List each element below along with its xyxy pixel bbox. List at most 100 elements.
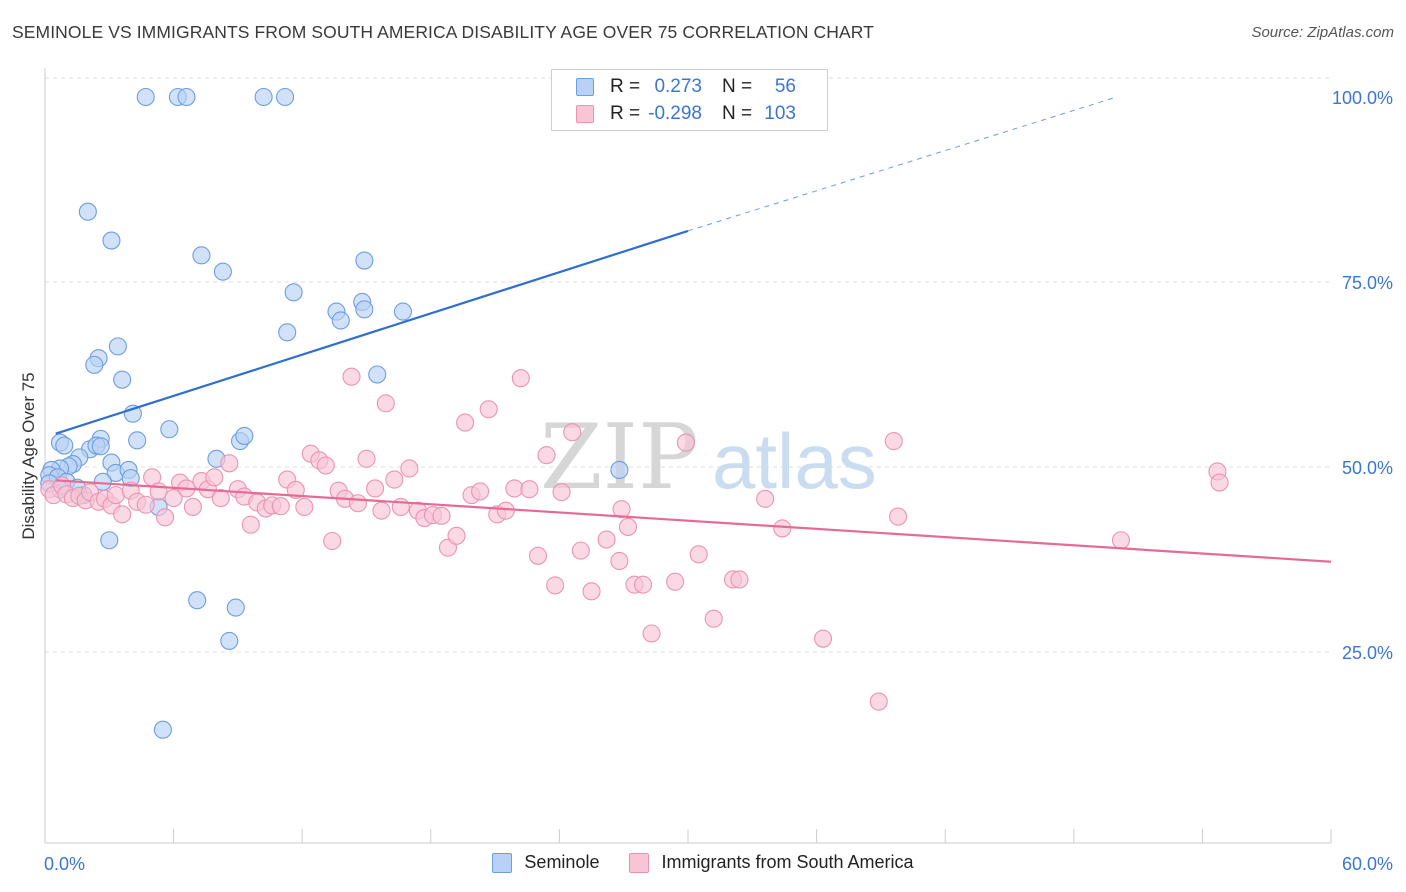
seminole-point	[284, 283, 303, 302]
immigrant-point	[756, 489, 775, 508]
immigrant-point	[241, 515, 260, 534]
immigrant-point	[342, 367, 361, 386]
seminole-trend-line	[55, 229, 689, 435]
legend-row-seminole: R = 0.273 N = 56	[576, 75, 796, 99]
n-value: 56	[774, 76, 796, 97]
seminole-point	[278, 323, 297, 342]
immigrant-point	[447, 526, 466, 545]
seminole-point	[113, 370, 132, 389]
legend-swatch-seminole	[492, 852, 513, 873]
data-points	[40, 87, 1229, 739]
y-axis-title: Disability Age Over 75	[19, 372, 38, 539]
immigrant-point	[612, 500, 631, 519]
seminole-point	[355, 251, 374, 270]
n-value: 103	[764, 103, 796, 124]
seminole-point	[254, 87, 273, 107]
legend-item-seminole: Seminole	[492, 852, 599, 873]
immigrant-point	[563, 423, 582, 442]
y-tick-label: 25.0%	[1342, 643, 1393, 663]
immigrant-point	[106, 486, 125, 505]
seminole-point	[213, 262, 232, 281]
immigrant-point	[385, 470, 404, 489]
seminole-point	[276, 87, 295, 107]
immigrant-point	[164, 489, 183, 508]
immigrant-point	[689, 545, 708, 564]
immigrant-point	[528, 546, 548, 565]
immigrant-point	[730, 570, 749, 589]
seminole-point	[102, 231, 121, 250]
r-value: 0.273	[654, 76, 702, 97]
source-label: Source: ZipAtlas.com	[1251, 24, 1394, 41]
immigrant-point	[316, 456, 335, 475]
seminole-point	[220, 631, 239, 650]
immigrant-point	[869, 692, 888, 711]
immigrant-point	[537, 446, 556, 465]
r-label: R =	[610, 103, 641, 124]
legend-item-immigrants: Immigrants from South America	[629, 852, 914, 873]
immigrant-point	[323, 531, 342, 551]
seminole-point	[128, 431, 147, 450]
immigrant-point	[666, 572, 685, 591]
immigrant-point	[286, 480, 305, 499]
seminole-point	[160, 420, 179, 439]
immigrant-point	[183, 497, 202, 517]
seminole-point	[177, 87, 196, 107]
y-tick-label: 100.0%	[1332, 88, 1393, 108]
immigrant-point	[633, 575, 653, 594]
r-label: R =	[610, 76, 641, 97]
legend-swatch-immigrants	[629, 852, 650, 873]
seminole-point	[188, 591, 207, 610]
seminole-point	[153, 720, 172, 739]
immigrant-point	[571, 541, 590, 560]
series-legend: Seminole Immigrants from South America	[0, 852, 1406, 873]
immigrant-point	[1111, 531, 1131, 550]
legend-swatch-immigrants	[576, 105, 594, 123]
immigrant-point	[211, 489, 230, 508]
immigrant-point	[888, 507, 908, 526]
immigrant-point	[113, 505, 132, 524]
immigrant-point	[520, 480, 539, 499]
immigrant-point	[136, 495, 155, 514]
y-tick-label: 50.0%	[1342, 458, 1393, 478]
immigrant-point	[456, 413, 475, 432]
immigrant-point	[271, 497, 290, 516]
legend-label-immigrants: Immigrants from South America	[661, 852, 914, 872]
seminole-point	[235, 426, 254, 445]
immigrant-point	[884, 432, 903, 451]
seminole-point	[78, 202, 97, 221]
immigrant-point	[813, 629, 833, 648]
immigrant-point	[582, 582, 601, 601]
seminole-trend-extension	[687, 96, 1117, 232]
immigrant-point	[773, 519, 792, 538]
n-label: N =	[722, 103, 753, 124]
seminole-point	[331, 311, 350, 330]
immigrant-point	[479, 400, 498, 419]
legend-row-immigrants: R = -0.298 N = 103	[576, 102, 796, 126]
immigrants-trend-line	[55, 479, 1332, 563]
correlation-legend: R = 0.273 N = 56 R = -0.298 N = 103	[551, 69, 828, 131]
watermark-atlas: atlas	[712, 417, 877, 505]
seminole-point	[85, 355, 104, 374]
seminole-point	[226, 598, 245, 617]
immigrant-point	[552, 483, 571, 502]
immigrant-point	[432, 506, 451, 525]
axis-labels: 25.0% 50.0% 75.0% 100.0% 0.0% 60.0% Disability…	[19, 88, 1393, 874]
immigrant-point	[704, 609, 723, 628]
immigrant-point	[348, 494, 367, 513]
axes	[44, 68, 1332, 844]
immigrant-point	[357, 449, 376, 468]
seminole-point	[192, 246, 211, 265]
immigrant-point	[642, 624, 661, 643]
immigrant-point	[546, 576, 565, 595]
immigrant-point	[366, 479, 385, 498]
immigrant-point	[205, 468, 224, 487]
immigrant-point	[676, 433, 695, 452]
immigrant-point	[505, 479, 524, 498]
x-tick-label: 0.0%	[44, 854, 85, 874]
immigrant-point	[597, 530, 616, 549]
immigrant-point	[610, 551, 629, 571]
seminole-point	[393, 302, 412, 321]
seminole-point	[108, 337, 127, 356]
seminole-point	[368, 365, 387, 384]
